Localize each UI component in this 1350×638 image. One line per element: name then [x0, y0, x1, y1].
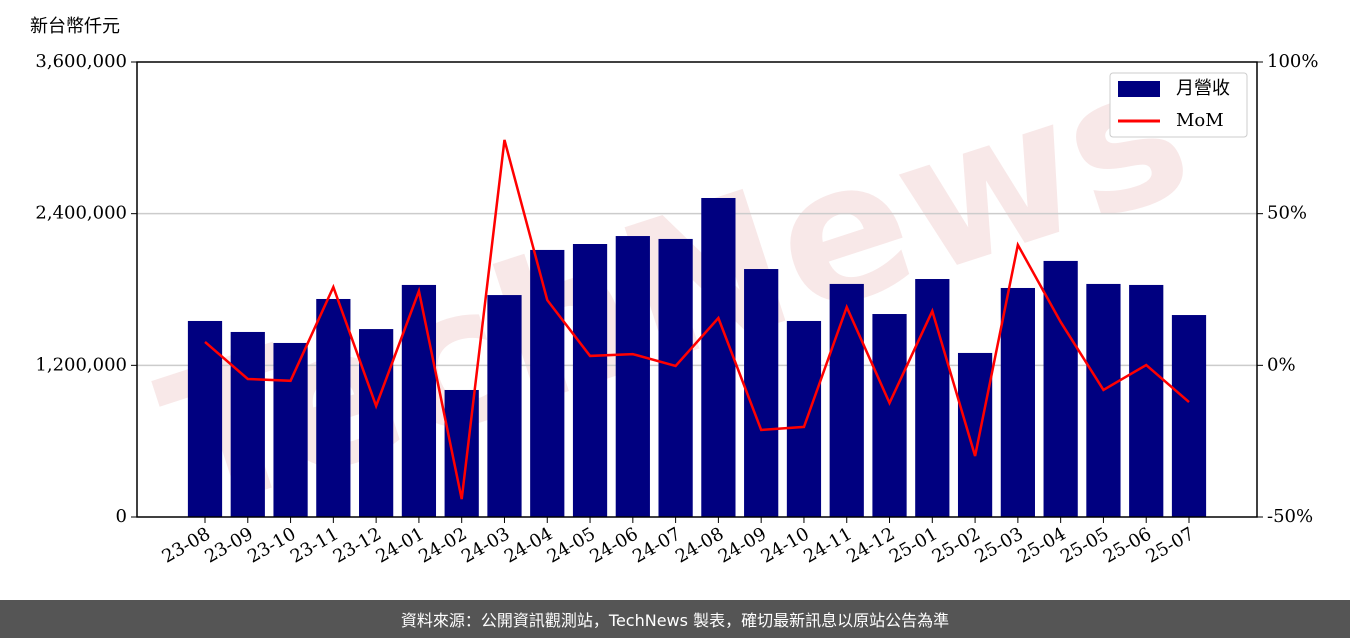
bar	[187, 320, 223, 517]
x-tick-label: 23-08	[159, 523, 214, 567]
x-tick-label: 24-05	[544, 523, 599, 567]
bar	[744, 269, 779, 517]
x-tick-label: 24-04	[501, 523, 556, 567]
y2-tick-label: 50%	[1267, 203, 1307, 224]
y2-tick-label: 0%	[1267, 354, 1296, 375]
bar	[786, 320, 822, 517]
x-tick-label: 25-07	[1143, 523, 1198, 567]
legend-swatch	[1118, 81, 1160, 97]
x-tick-label: 24-10	[758, 523, 813, 567]
y-tick-label: 3,600,000	[35, 51, 127, 72]
legend-label: 月營收	[1176, 78, 1230, 99]
footer: 資料來源：公開資訊觀測站，TechNews 製表，確切最新訊息以原站公告為準	[0, 600, 1350, 638]
x-tick-label: 23-12	[330, 523, 385, 567]
x-tick-label: 25-05	[1057, 523, 1112, 567]
x-tick-label: 25-03	[971, 523, 1026, 567]
x-tick-label: 24-08	[672, 523, 727, 567]
bar	[915, 279, 950, 517]
chart: 新台幣仟元 TechNews 01,200,0002,400,0003,600,…	[30, 16, 1318, 568]
x-tick-label: 24-07	[629, 523, 684, 567]
bar	[572, 244, 608, 517]
x-tick-label: 24-03	[458, 523, 513, 567]
bar	[230, 331, 265, 517]
bar	[1171, 315, 1207, 517]
bar	[530, 249, 565, 517]
legend-label: MoM	[1176, 110, 1224, 131]
x-tick-label: 24-01	[372, 523, 427, 567]
plot-frame	[136, 61, 1258, 518]
bar	[359, 329, 394, 517]
bar	[273, 342, 308, 517]
bar	[1129, 284, 1164, 517]
x-tick-label: 24-02	[415, 523, 470, 567]
x-tick-label: 24-06	[586, 523, 641, 567]
line	[204, 139, 1190, 500]
y-axis-label: 新台幣仟元	[30, 16, 120, 37]
x-tick-label: 25-06	[1100, 523, 1155, 567]
y2-tick-label: -50%	[1267, 506, 1313, 527]
y2-tick-label: 100%	[1267, 51, 1318, 72]
bar	[487, 295, 522, 517]
x-tick-label: 24-12	[843, 523, 898, 567]
x-tick-label: 25-04	[1014, 523, 1069, 567]
x-tick-label: 24-09	[715, 523, 770, 567]
bar	[1000, 287, 1035, 517]
bar	[316, 298, 351, 517]
y-tick-label: 2,400,000	[35, 203, 127, 224]
x-tick-label: 23-11	[287, 523, 342, 567]
x-tick-label: 25-01	[886, 523, 941, 567]
bar	[957, 352, 993, 517]
x-tick-label: 25-02	[929, 523, 984, 567]
y-tick-label: 0	[116, 506, 127, 527]
bar	[701, 197, 736, 517]
x-tick-label: 24-11	[800, 523, 855, 567]
bar	[1086, 283, 1121, 517]
bar	[872, 314, 907, 517]
bar	[615, 236, 650, 517]
y-tick-label: 1,200,000	[35, 354, 127, 375]
bar	[658, 238, 693, 517]
bar	[829, 283, 864, 517]
